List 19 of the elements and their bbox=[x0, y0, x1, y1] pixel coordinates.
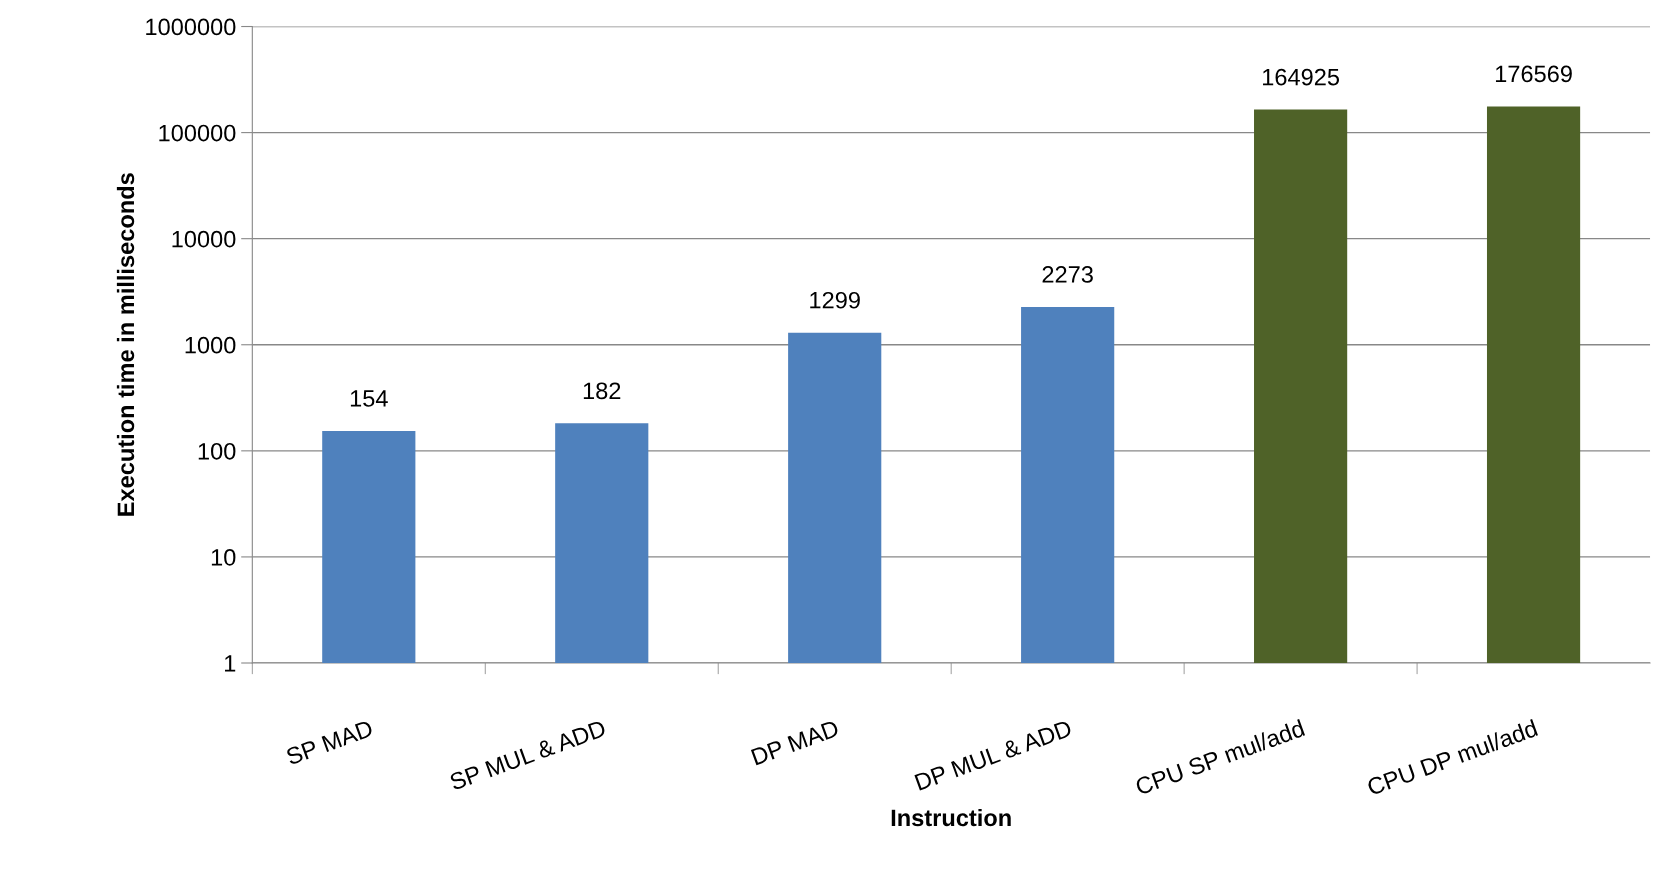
data-label: 2273 bbox=[1042, 266, 1093, 283]
y-tick-label: 100 bbox=[198, 442, 236, 460]
y-tick-label: 1000 bbox=[185, 336, 236, 354]
x-tick-label: DP MAD bbox=[750, 719, 840, 766]
data-label: 182 bbox=[583, 382, 621, 400]
y-tick-label: 10000 bbox=[172, 230, 236, 248]
data-label: 176569 bbox=[1495, 65, 1572, 83]
y-tick-label: 100000 bbox=[159, 124, 236, 142]
x-axis-title: Instruction bbox=[891, 808, 1011, 827]
x-tick-label: SP MUL & ADD bbox=[448, 719, 607, 791]
y-tick-label: 1000000 bbox=[146, 18, 236, 36]
y-axis-title: Execution time in milliseconds bbox=[116, 173, 135, 516]
x-tick-label: SP MAD bbox=[285, 719, 374, 766]
data-label: 154 bbox=[350, 390, 388, 407]
data-label: 164925 bbox=[1263, 68, 1340, 86]
y-tick-label: 1 bbox=[225, 655, 236, 672]
y-tick-label: 10 bbox=[211, 548, 236, 566]
data-label: 1299 bbox=[810, 291, 860, 309]
x-tick-label: DP MUL & ADD bbox=[914, 719, 1073, 791]
